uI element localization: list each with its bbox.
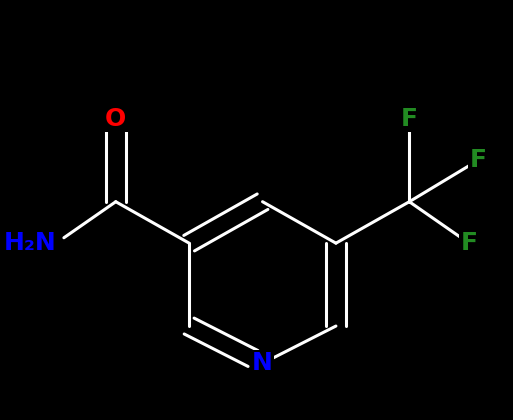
Text: N: N bbox=[252, 352, 273, 375]
Text: H₂N: H₂N bbox=[4, 231, 56, 255]
Text: F: F bbox=[461, 231, 478, 255]
Text: F: F bbox=[469, 148, 487, 172]
Text: O: O bbox=[105, 107, 126, 131]
Text: F: F bbox=[401, 107, 418, 131]
